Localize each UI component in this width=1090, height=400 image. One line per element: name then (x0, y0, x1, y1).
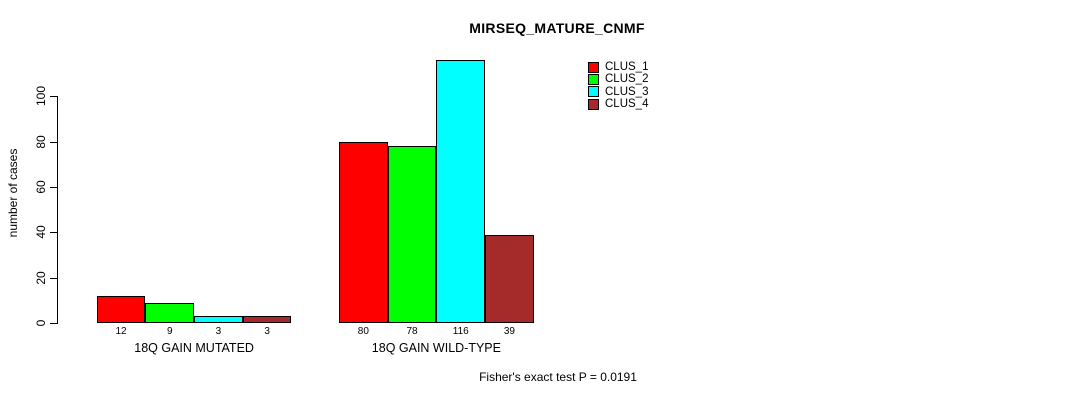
bar-value-label: 80 (357, 326, 369, 337)
legend-label: CLUS_2 (605, 73, 649, 86)
legend-item: CLUS_4 (588, 98, 648, 110)
y-tick-mark (50, 277, 57, 279)
legend-item: CLUS_1 (588, 61, 648, 73)
legend-label: CLUS_1 (605, 61, 649, 74)
legend: CLUS_1 CLUS_2 CLUS_3 CLUS_4 (588, 61, 648, 110)
y-tick-label: 100 (34, 86, 48, 107)
y-tick-label: 20 (34, 270, 48, 285)
bar-clus_1-group1 (96, 295, 146, 323)
bar-value-label: 3 (264, 326, 270, 337)
y-tick-label: 60 (34, 180, 48, 194)
bar-value-label: 39 (503, 326, 515, 337)
bar-value-label: 116 (452, 326, 469, 337)
legend-swatch-icon (588, 98, 599, 110)
bar-value-label: 12 (115, 326, 127, 337)
bar-clus_2-group2 (387, 146, 437, 323)
bar-clus_1-group2 (339, 141, 388, 323)
fisher-test-annotation: Fisher's exact test P = 0.0191 (479, 370, 637, 384)
y-axis-label: number of cases (6, 148, 20, 238)
bar-clus_3-group1 (194, 316, 243, 323)
legend-item: CLUS_2 (588, 73, 648, 85)
y-tick-mark (50, 141, 57, 143)
bar-value-label: 3 (215, 326, 222, 337)
category-label: 18Q GAIN MUTATED (134, 341, 254, 355)
y-tick-mark (50, 323, 57, 324)
y-tick-mark (50, 187, 57, 189)
bar-clus_4-group1 (242, 316, 292, 323)
legend-label: CLUS_4 (605, 98, 649, 111)
chart-title: MIRSEQ_MATURE_CNMF (469, 20, 645, 36)
category-label: 18Q GAIN WILD-TYPE (371, 341, 501, 355)
legend-item: CLUS_3 (588, 86, 648, 98)
y-tick-mark (50, 232, 57, 234)
legend-swatch-icon (588, 61, 599, 73)
legend-label: CLUS_3 (605, 85, 649, 98)
y-tick-label: 80 (34, 135, 48, 149)
bar-clus_4-group2 (485, 234, 534, 323)
legend-swatch-icon (588, 73, 599, 85)
bar-clus_2-group1 (145, 302, 195, 323)
bar-value-label: 9 (166, 326, 173, 337)
legend-swatch-icon (588, 86, 599, 98)
bar-clus_3-group2 (436, 60, 486, 323)
bar-value-label: 78 (406, 326, 418, 337)
y-tick-label: 40 (34, 225, 48, 240)
y-tick-label: 0 (34, 319, 48, 327)
y-axis-line (57, 96, 58, 324)
y-tick-mark (50, 96, 57, 98)
